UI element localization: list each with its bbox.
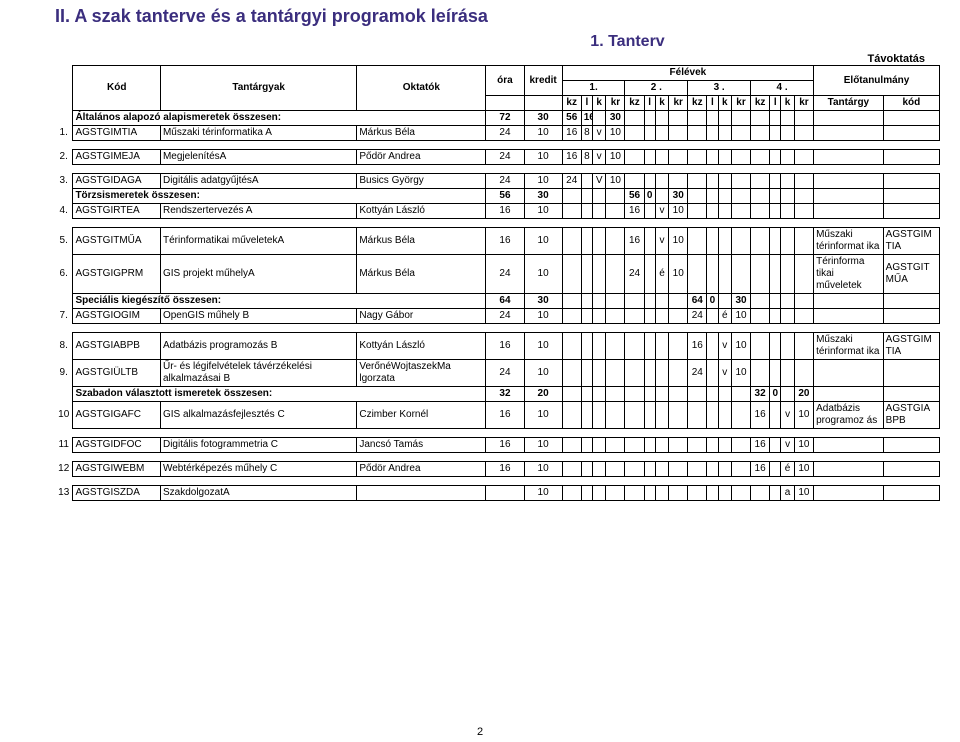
table-row: 5.AGSTGITMŰATérinformatikai műveletekAMá… — [55, 228, 940, 255]
subsection-title: 1. Tanterv — [315, 33, 940, 51]
curriculum-table: Kód Tantárgyak Oktatók óra kredit Féléve… — [55, 65, 940, 501]
table-header: Kód Tantárgyak Oktatók óra kredit Féléve… — [55, 66, 940, 111]
section-title: II. A szak tanterve és a tantárgyi progr… — [55, 6, 940, 27]
summary-row: Általános alapozó alapismeretek összesen… — [55, 111, 940, 126]
table-row: 13AGSTGISZDASzakdolgozatA10a10 — [55, 486, 940, 501]
table-row: 11AGSTGIDFOCDigitális fotogrammetria CJa… — [55, 438, 940, 453]
table-row: 9.AGSTGIÜLTBŰr- és légifelvételek távérz… — [55, 360, 940, 387]
table-row: 6.AGSTGIGPRMGIS projekt műhelyAMárkus Bé… — [55, 255, 940, 294]
summary-row: Speciális kiegészítő összesen:643064030 — [55, 294, 940, 309]
table-row: 12AGSTGIWEBMWebtérképezés műhely CPődör … — [55, 462, 940, 477]
table-row: 7.AGSTGIOGIMOpenGIS műhely BNagy Gábor24… — [55, 309, 940, 324]
table-row: 10AGSTGIGAFCGIS alkalmazásfejlesztés CCz… — [55, 402, 940, 429]
table-row: 4.AGSTGIRTEARendszertervezés AKottyán Lá… — [55, 204, 940, 219]
summary-row: Törzsismeretek összesen:563056030 — [55, 189, 940, 204]
tavo-label: Távoktatás — [55, 53, 940, 65]
page-number: 2 — [0, 726, 960, 738]
summary-row: Szabadon választott ismeretek összesen:3… — [55, 387, 940, 402]
table-row: 2.AGSTGIMEJAMegjelenítésAPődör Andrea241… — [55, 150, 940, 165]
table-row: 8.AGSTGIABPBAdatbázis programozás BKotty… — [55, 333, 940, 360]
table-row: 3.AGSTGIDAGADigitális adatgyűjtésABusics… — [55, 174, 940, 189]
table-row: 1.AGSTGIMTIAMűszaki térinformatika AMárk… — [55, 126, 940, 141]
